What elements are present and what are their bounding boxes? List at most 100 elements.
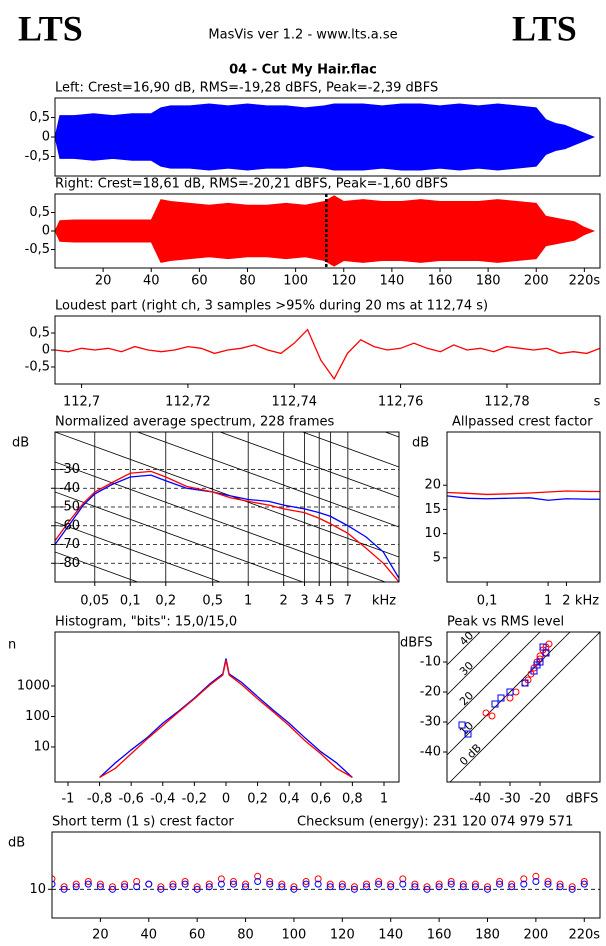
data-point (169, 883, 177, 891)
panel-title: Right: Crest=18,61 dB, RMS=-20,21 dBFS, … (55, 177, 448, 192)
x-tick-label: 160 (427, 928, 452, 943)
x-tick-label: -20 (529, 792, 550, 807)
x-tick-label: -0,6 (118, 792, 143, 807)
data-point (229, 880, 237, 888)
plot-area (55, 195, 596, 267)
data-point (411, 883, 419, 891)
data-line (447, 495, 600, 501)
data-point (205, 880, 213, 888)
data-point (108, 885, 116, 893)
crest-line (447, 632, 541, 726)
data-point (314, 880, 322, 888)
data-point (423, 885, 431, 893)
data-line (55, 470, 399, 582)
slope-line (55, 491, 304, 582)
data-point (290, 885, 298, 893)
x-tick-label: 180 (476, 274, 501, 289)
x-tick-label: 80 (239, 274, 256, 289)
plot-frame (54, 631, 400, 783)
data-point (302, 880, 310, 888)
x-tick-label: 80 (237, 928, 254, 943)
x-tick-label: 0,4 (279, 792, 300, 807)
data-point (520, 880, 528, 888)
x-axis-label: s (594, 395, 601, 410)
data-point (471, 880, 479, 888)
y-tick-label: 0 (42, 343, 50, 358)
data-point (491, 700, 499, 708)
plot-frame (446, 631, 601, 783)
data-point (326, 880, 334, 888)
x-tick-label: 60 (191, 274, 208, 289)
data-point (350, 885, 358, 893)
panel-title: Short term (1 s) crest factor (52, 815, 234, 830)
y-tick-label: 0,5 (29, 326, 50, 341)
app-title: MasVis ver 1.2 - www.lts.a.se (208, 28, 397, 43)
data-point (133, 883, 141, 891)
x-tick-label: 0,1 (477, 594, 498, 609)
data-point (471, 883, 479, 891)
y-tick-label: -0,5 (25, 242, 50, 257)
data-point (399, 880, 407, 888)
data-point (488, 712, 496, 720)
y-tick-label: -80 (59, 556, 80, 571)
data-point (459, 883, 467, 891)
y-tick-label: 20 (424, 478, 441, 493)
data-line (99, 658, 353, 778)
y-axis-label: dB (412, 436, 429, 451)
plot-frame (54, 193, 601, 269)
x-tick-label: 0,6 (310, 792, 331, 807)
y-tick-label: -20 (420, 685, 441, 700)
x-tick-label: 0,05 (80, 594, 109, 609)
x-tick-label: 140 (379, 274, 404, 289)
data-point (290, 883, 298, 891)
slope-line (136, 432, 399, 528)
x-tick-label: 0,2 (247, 792, 268, 807)
file-title: 04 - Cut My Hair.flac (229, 63, 377, 78)
data-point (108, 883, 116, 891)
data-point (205, 883, 213, 891)
data-line (99, 660, 353, 779)
data-point (242, 883, 250, 891)
plot-frame (446, 431, 601, 583)
y-tick-label: -70 (59, 537, 80, 552)
plot-area (55, 328, 600, 381)
x-tick-label: 0 (222, 792, 230, 807)
x-tick-label: 1 (544, 594, 552, 609)
data-point (193, 883, 201, 891)
x-tick-label: 40 (141, 928, 158, 943)
x-tick-label: -30 (499, 792, 520, 807)
plot-area (55, 103, 596, 171)
data-point (266, 880, 274, 888)
y-tick-label: 10 (33, 739, 50, 754)
data-point (84, 880, 92, 888)
slope-line (301, 432, 399, 468)
crest-line (447, 632, 571, 756)
data-point (375, 878, 383, 886)
data-point (60, 885, 68, 893)
y-tick-label: -10 (420, 655, 441, 670)
y-axis-label: dB (12, 436, 29, 451)
data-point (556, 880, 564, 888)
data-point (121, 883, 129, 891)
data-point (387, 880, 395, 888)
data-point (375, 880, 383, 888)
data-point (447, 878, 455, 886)
panel-title: Loudest part (right ch, 3 samples >95% d… (55, 299, 488, 314)
data-point (423, 883, 431, 891)
x-tick-label: 0,8 (342, 792, 363, 807)
data-point (435, 880, 443, 888)
slope-line (55, 551, 139, 582)
y-tick-label: 0 (42, 224, 50, 239)
data-point (387, 883, 395, 891)
data-point (496, 880, 504, 888)
y-tick-label: 0 (42, 130, 50, 145)
data-line (55, 474, 399, 579)
data-point (506, 688, 514, 696)
x-tick-label: 7 (344, 594, 352, 609)
data-point (217, 875, 225, 883)
data-point (458, 721, 466, 729)
x-tick-label: 180 (475, 928, 500, 943)
waveform (55, 195, 596, 267)
y-tick-label: 0,5 (29, 205, 50, 220)
